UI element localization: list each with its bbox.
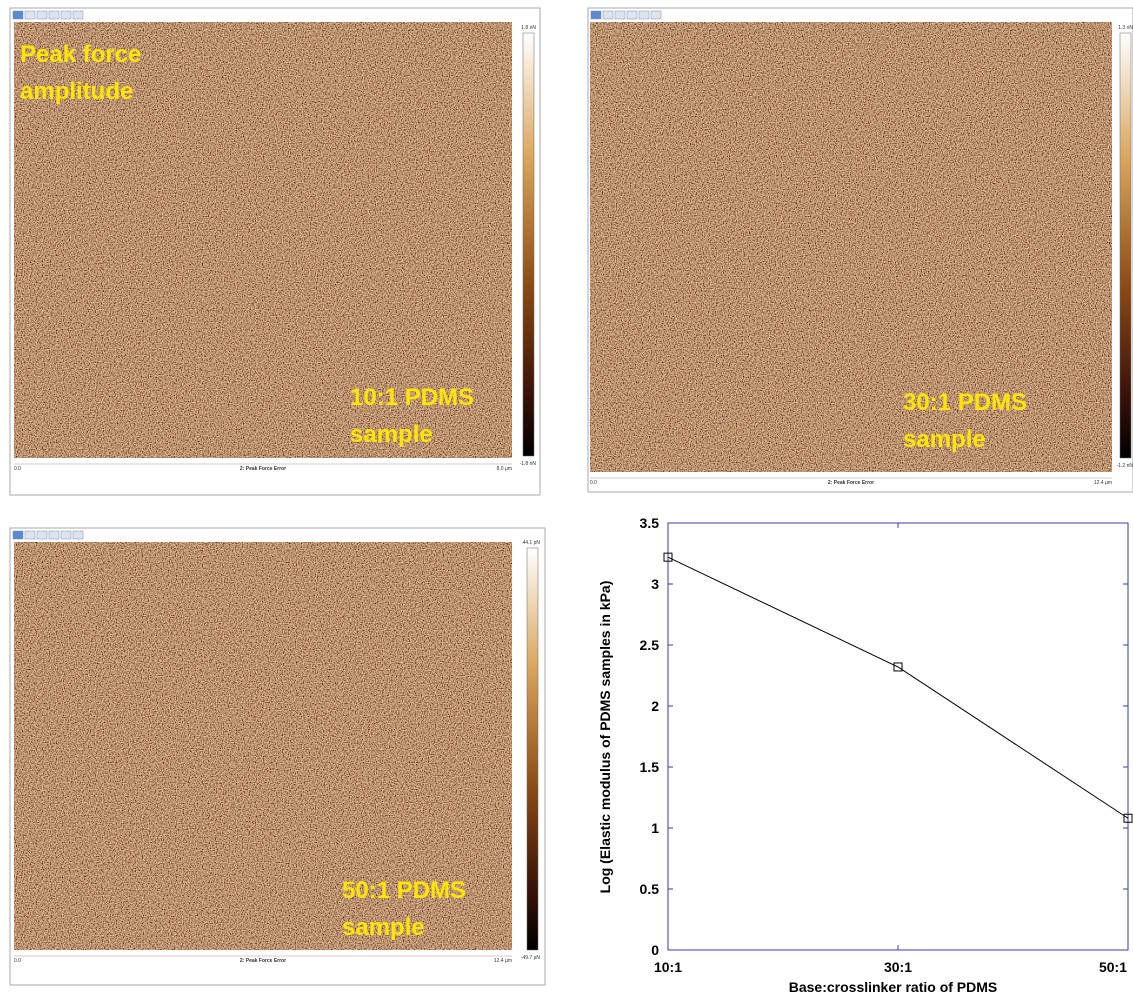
afm-panel: 1.3 nN -1.2 nN 0.0 2: Peak Force Error 12.4 …: [588, 8, 1133, 492]
channel-name: 2: Peak Force Error: [240, 466, 286, 472]
scale-min: -1.8 nN: [520, 461, 537, 467]
y-axis-label: Log (Elastic modulus of PDMS samples in …: [597, 581, 613, 894]
toolbar-icon: [615, 11, 625, 19]
y-tick-label: 0.5: [640, 881, 660, 897]
axis-start: 0.0: [14, 958, 21, 964]
scale-min: -49.7 pN: [521, 955, 541, 961]
toolbar-icon: [37, 531, 47, 539]
y-tick-label: 0: [651, 942, 659, 958]
scale-max: 44.1 pN: [522, 540, 540, 546]
data-line: [668, 557, 1128, 818]
y-tick-label: 1: [651, 820, 659, 836]
axis-end: 12.4 µm: [494, 958, 512, 964]
y-tick-label: 3: [651, 576, 659, 592]
page: { "panels": [ {"overlay": ["Peak force",…: [0, 0, 1133, 1001]
plot-frame: [668, 523, 1128, 950]
toolbar-icon: [591, 11, 601, 19]
channel-name: 2: Peak Force Error: [828, 480, 874, 486]
scale-min: -1.2 nN: [1117, 463, 1133, 469]
toolbar-icon: [25, 11, 35, 19]
color-bar: [1120, 33, 1131, 458]
figure: 1.8 nN -1.8 nN 0.0 2: Peak Force Error 8.0 µ…: [0, 0, 1133, 1001]
toolbar-icon: [639, 11, 649, 19]
axis-end: 12.4 µm: [1094, 480, 1112, 486]
y-tick-label: 1.5: [640, 759, 660, 775]
x-axis-label: Base:crosslinker ratio of PDMS: [789, 979, 998, 995]
channel-name: 2: Peak Force Error: [240, 958, 286, 964]
scale-max: 1.3 nN: [1118, 25, 1133, 31]
y-tick-label: 3.5: [640, 515, 660, 531]
sample-label: sample: [342, 914, 425, 941]
toolbar-icon: [651, 11, 661, 19]
toolbar-icon: [73, 531, 83, 539]
overlay-label: Peak force: [20, 41, 141, 68]
toolbar-icon: [73, 11, 83, 19]
sample-label: sample: [903, 426, 986, 453]
toolbar-icon: [25, 531, 35, 539]
toolbar-icon: [61, 531, 71, 539]
toolbar-icon: [49, 11, 59, 19]
x-tick-label: 50:1: [1099, 959, 1127, 975]
toolbar-icon: [627, 11, 637, 19]
sample-label: sample: [350, 421, 433, 448]
scale-max: 1.8 nN: [521, 25, 536, 31]
afm-panel: 1.8 nN -1.8 nN 0.0 2: Peak Force Error 8.0 µ…: [10, 8, 540, 495]
sample-label: 50:1 PDMS: [342, 877, 466, 904]
toolbar-icon: [61, 11, 71, 19]
toolbar-icon: [13, 531, 23, 539]
y-tick-label: 2.5: [640, 637, 660, 653]
axis-start: 0.0: [14, 466, 21, 472]
sample-label: 10:1 PDMS: [350, 384, 474, 411]
axis-start: 0.0: [590, 480, 597, 486]
axis-end: 8.0 µm: [497, 466, 512, 472]
x-tick-label: 10:1: [654, 959, 682, 975]
overlay-label: amplitude: [20, 78, 133, 105]
y-tick-label: 2: [651, 698, 659, 714]
toolbar-icon: [603, 11, 613, 19]
x-tick-label: 30:1: [884, 959, 912, 975]
toolbar-icon: [37, 11, 47, 19]
color-bar: [523, 33, 534, 456]
sample-label: 30:1 PDMS: [903, 389, 1027, 416]
afm-image: [590, 22, 1112, 472]
toolbar-icon: [13, 11, 23, 19]
color-bar: [527, 548, 538, 950]
afm-panel: 44.1 pN -49.7 pN 0.0 2: Peak Force Error 12.…: [10, 528, 545, 985]
toolbar-icon: [49, 531, 59, 539]
